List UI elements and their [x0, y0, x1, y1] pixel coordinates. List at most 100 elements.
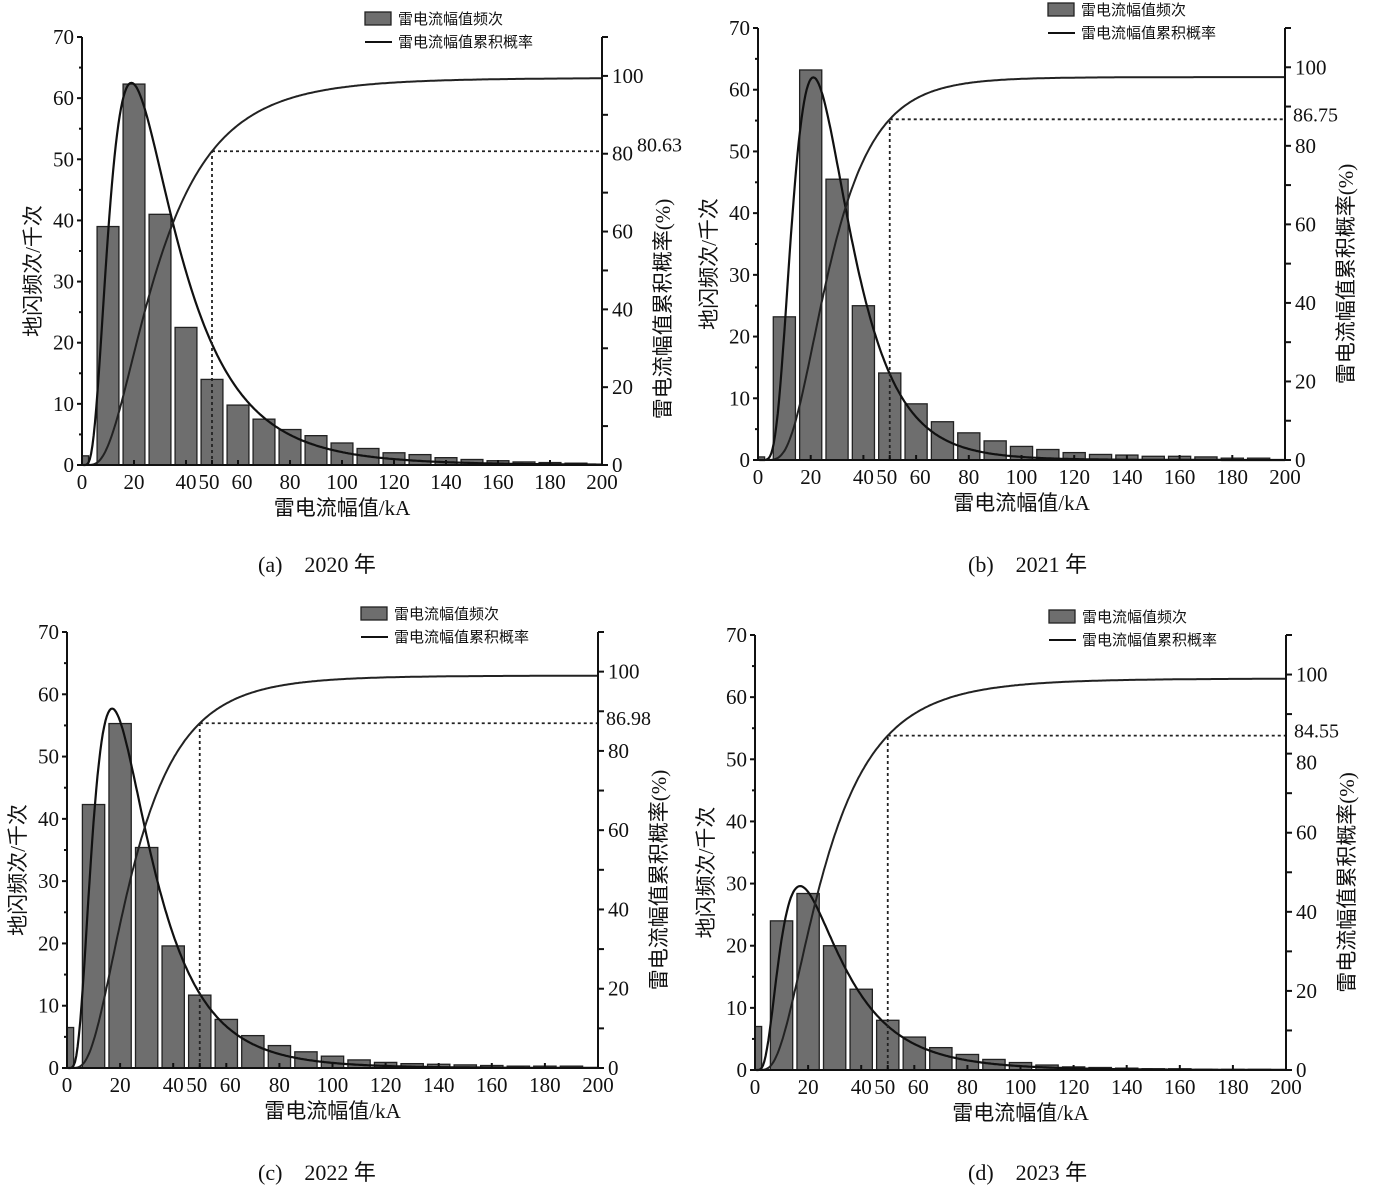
legend-bar-swatch — [1047, 2, 1075, 17]
left-axis-tick-label: 40 — [53, 208, 74, 232]
histogram-bar — [174, 326, 198, 466]
legend-bar-swatch — [1048, 609, 1076, 624]
cdf-marker-label: 80.63 — [637, 134, 682, 156]
x-axis-tick-label: 40 — [176, 470, 197, 494]
x-axis-tick-label: 120 — [378, 470, 410, 494]
right-axis-tick-label: 0 — [1296, 1058, 1307, 1082]
x-axis-tick-label: 60 — [232, 470, 253, 494]
left-axis-tick-label: 20 — [729, 325, 750, 349]
x-axis-tick-label: 40 — [163, 1073, 184, 1097]
histogram-bar — [851, 305, 876, 461]
right-axis-tick-label: 60 — [608, 818, 629, 842]
x-axis-title: 雷电流幅值/kA — [264, 1099, 401, 1123]
histogram-bar — [161, 945, 186, 1069]
left-axis-tick-label: 60 — [53, 86, 74, 110]
left-axis-tick-label: 20 — [38, 931, 59, 955]
right-axis-tick-label: 60 — [1296, 821, 1317, 845]
left-axis-tick-label: 0 — [49, 1056, 60, 1080]
x-axis-tick-label: 140 — [423, 1073, 455, 1097]
right-axis-tick-label: 40 — [1295, 291, 1316, 315]
x-axis-tick-label: 200 — [582, 1073, 614, 1097]
left-axis-tick-label: 50 — [38, 745, 59, 769]
legend-label-cumulative: 雷电流幅值累积概率 — [398, 34, 533, 51]
histogram-bar — [983, 440, 1007, 461]
left-axis-tick-label: 10 — [729, 386, 750, 410]
left-axis-tick-label: 10 — [53, 392, 74, 416]
x-axis-tick-label: 100 — [1006, 465, 1038, 489]
histogram-bar — [134, 846, 159, 1069]
x-axis-tick-label: 50 — [876, 465, 897, 489]
left-axis-tick-label: 60 — [729, 78, 750, 102]
left-axis-tick-label: 0 — [737, 1058, 748, 1082]
left-axis-tick-label: 60 — [726, 685, 747, 709]
x-axis-tick-label: 0 — [62, 1073, 73, 1097]
x-axis-tick-label: 100 — [1005, 1075, 1037, 1099]
x-axis-title: 雷电流幅值/kA — [953, 491, 1090, 515]
histogram-bar — [849, 988, 874, 1071]
right-axis-tick-label: 100 — [1295, 55, 1327, 79]
right-axis-tick-label: 0 — [1295, 448, 1306, 472]
x-axis-tick-label: 80 — [280, 470, 301, 494]
legend-label-cumulative: 雷电流幅值累积概率 — [394, 629, 529, 646]
x-axis-tick-label: 200 — [1270, 1075, 1302, 1099]
right-axis-tick-label: 100 — [608, 660, 640, 684]
left-axis-tick-label: 30 — [729, 263, 750, 287]
histogram-bar — [304, 435, 328, 466]
x-axis-title: 雷电流幅值/kA — [952, 1101, 1089, 1125]
histogram-bar — [252, 418, 276, 466]
left-axis-tick-label: 50 — [726, 747, 747, 771]
x-axis-tick-label: 160 — [476, 1073, 508, 1097]
x-axis-tick-label: 140 — [430, 470, 462, 494]
x-axis-tick-label: 0 — [750, 1075, 761, 1099]
cdf-marker-label: 86.98 — [606, 708, 651, 730]
legend-bar-swatch — [364, 11, 392, 26]
left-axis-tick-label: 70 — [726, 623, 747, 647]
x-axis-tick-label: 140 — [1111, 465, 1143, 489]
x-axis-tick-label: 180 — [1217, 465, 1249, 489]
legend-label-frequency: 雷电流幅值频次 — [1082, 609, 1187, 626]
caption-c: (c) 2022 年 — [258, 1160, 376, 1185]
cumulative-probability-curve — [756, 677, 1286, 1071]
right-axis-tick-label: 0 — [608, 1056, 619, 1080]
x-axis-tick-label: 60 — [910, 465, 931, 489]
x-axis-tick-label: 200 — [1269, 465, 1301, 489]
left-axis-tick-label: 0 — [64, 453, 75, 477]
histogram-bar — [825, 178, 849, 461]
right-axis-tick-label: 80 — [612, 142, 633, 166]
caption-b: (b) 2021 年 — [968, 552, 1088, 577]
left-axis-tick-label: 30 — [38, 869, 59, 893]
legend-bar-swatch — [360, 606, 388, 621]
left-axis-tick-label: 40 — [726, 809, 747, 833]
left-axis-tick-label: 40 — [38, 807, 59, 831]
right-axis-title: 雷电流幅值累积概率(%) — [1335, 772, 1359, 992]
left-axis-tick-label: 40 — [729, 201, 750, 225]
left-axis-tick-label: 10 — [38, 994, 59, 1018]
x-axis-tick-label: 180 — [529, 1073, 561, 1097]
left-axis-tick-label: 60 — [38, 682, 59, 706]
x-axis-tick-label: 140 — [1111, 1075, 1143, 1099]
x-axis-tick-label: 180 — [534, 470, 566, 494]
right-axis-title: 雷电流幅值累积概率(%) — [1334, 164, 1358, 384]
legend-label-frequency: 雷电流幅值频次 — [398, 11, 503, 28]
right-axis-tick-label: 40 — [608, 897, 629, 921]
cumulative-probability-curve — [83, 77, 602, 466]
left-axis-tick-label: 50 — [729, 139, 750, 163]
histogram-bar — [798, 69, 823, 461]
x-axis-tick-label: 100 — [326, 470, 358, 494]
right-axis-tick-label: 20 — [1295, 369, 1316, 393]
left-axis-tick-label: 50 — [53, 147, 74, 171]
histogram-bar — [930, 421, 955, 461]
cumulative-probability-curve — [759, 76, 1285, 461]
x-axis-tick-label: 20 — [798, 1075, 819, 1099]
x-axis-tick-label: 80 — [957, 1075, 978, 1099]
cdf-marker-label: 86.75 — [1293, 104, 1338, 126]
x-axis-tick-label: 100 — [317, 1073, 349, 1097]
left-axis-tick-label: 0 — [740, 448, 751, 472]
right-axis-tick-label: 80 — [608, 739, 629, 763]
